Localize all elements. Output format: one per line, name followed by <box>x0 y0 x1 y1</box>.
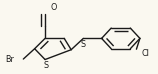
Text: Br: Br <box>5 55 14 64</box>
Text: Cl: Cl <box>142 49 149 58</box>
Text: O: O <box>50 3 57 12</box>
Text: S: S <box>43 61 48 70</box>
Text: S: S <box>80 40 86 49</box>
